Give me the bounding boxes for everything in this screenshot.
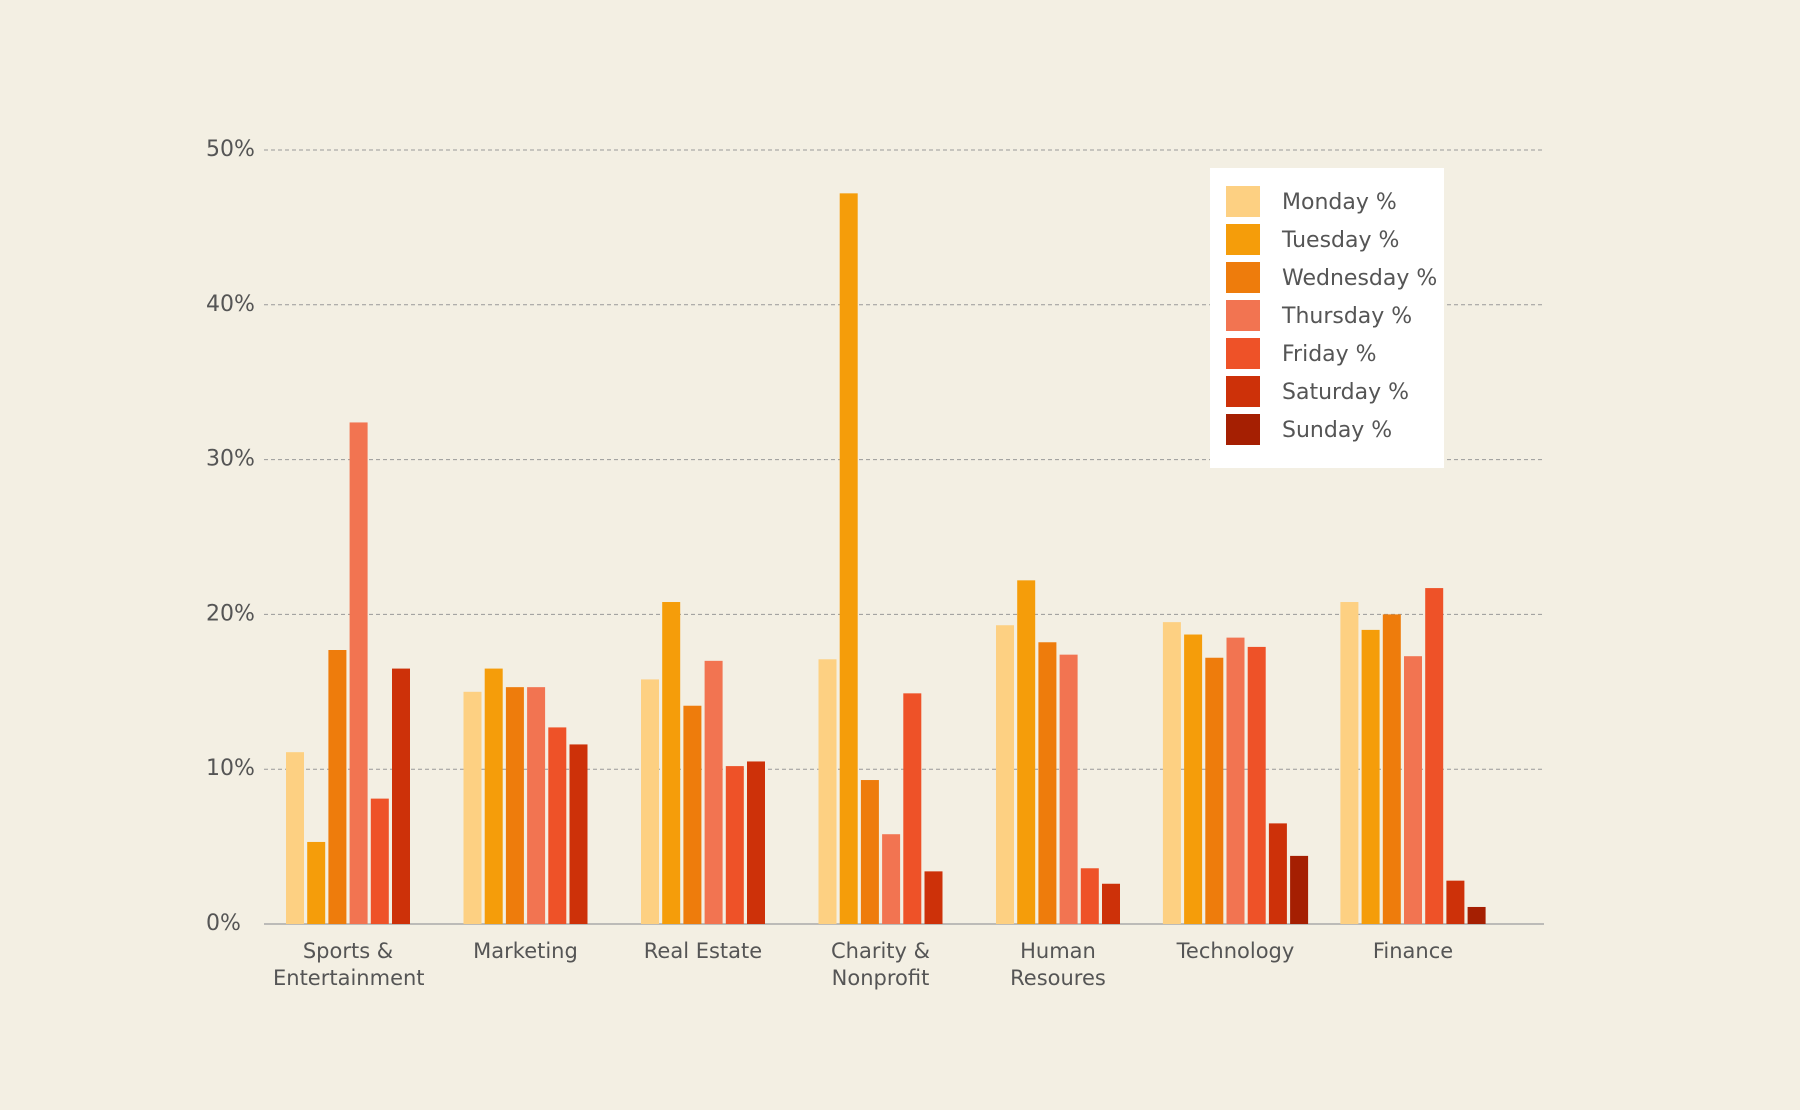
bar <box>370 798 389 924</box>
x-tick-label: Sports & Entertainment <box>273 939 425 990</box>
bar <box>1404 656 1422 924</box>
bar <box>1080 868 1099 924</box>
bar <box>747 761 765 924</box>
bar <box>505 687 524 924</box>
legend-label: Sunday % <box>1282 418 1392 443</box>
y-tick-label: 20% <box>206 601 255 626</box>
legend-swatch <box>1226 186 1260 217</box>
y-tick-label: 50% <box>206 137 255 162</box>
bar <box>1467 906 1486 924</box>
bar <box>704 660 723 924</box>
bar <box>1247 646 1266 924</box>
bar <box>882 834 901 924</box>
bar <box>286 752 304 924</box>
bar <box>307 841 326 924</box>
bar <box>1290 855 1309 924</box>
bar <box>860 780 879 924</box>
x-tick-label: Finance <box>1372 939 1454 963</box>
bar <box>1226 637 1245 924</box>
x-tick-label: Technology <box>1176 939 1295 963</box>
legend-swatch <box>1226 414 1260 445</box>
legend-swatch <box>1226 224 1260 255</box>
legend-label: Tuesday % <box>1281 228 1399 253</box>
bar <box>662 602 681 924</box>
bar <box>1425 588 1444 924</box>
legend-label: Monday % <box>1282 190 1397 215</box>
bar <box>903 693 922 924</box>
y-tick-label: 40% <box>206 292 255 317</box>
legend-swatch <box>1226 338 1260 369</box>
legend-swatch <box>1226 262 1260 293</box>
bar <box>1446 880 1465 924</box>
bar <box>924 871 943 924</box>
legend-label: Thursday % <box>1281 304 1412 329</box>
bar <box>527 687 546 924</box>
bar <box>1340 602 1359 924</box>
bar <box>392 668 410 924</box>
bar <box>996 625 1014 924</box>
bar <box>725 766 744 924</box>
legend-swatch <box>1226 376 1260 407</box>
bar <box>1162 622 1181 924</box>
bar <box>1268 823 1287 924</box>
bar <box>1361 629 1380 924</box>
x-tick-label: Charity & Nonprofit <box>830 939 931 990</box>
y-tick-label: 10% <box>206 756 255 781</box>
bar <box>839 193 858 924</box>
bar <box>328 650 347 924</box>
legend-label: Saturday % <box>1282 380 1409 405</box>
bar <box>1382 614 1401 924</box>
bar <box>1038 642 1057 924</box>
legend-label: Friday % <box>1282 342 1377 367</box>
y-tick-label: 0% <box>206 911 241 936</box>
bar <box>1017 580 1036 924</box>
bar <box>463 691 482 924</box>
x-tick-label: Real Estate <box>643 939 763 963</box>
bar <box>349 422 368 924</box>
legend-label: Wednesday % <box>1282 266 1437 291</box>
legend-swatch <box>1226 300 1260 331</box>
y-tick-label: 30% <box>206 447 255 472</box>
bar <box>484 668 503 924</box>
bar <box>548 727 567 924</box>
x-tick-label: Marketing <box>473 939 578 963</box>
bar <box>641 679 659 924</box>
bar <box>1102 883 1120 924</box>
bar <box>818 659 837 924</box>
bar <box>683 705 702 924</box>
bar <box>1184 634 1203 924</box>
bar <box>1059 654 1078 924</box>
x-tick-label: Human Resoures <box>1010 939 1106 990</box>
bar <box>569 744 588 924</box>
bar <box>1205 657 1224 924</box>
